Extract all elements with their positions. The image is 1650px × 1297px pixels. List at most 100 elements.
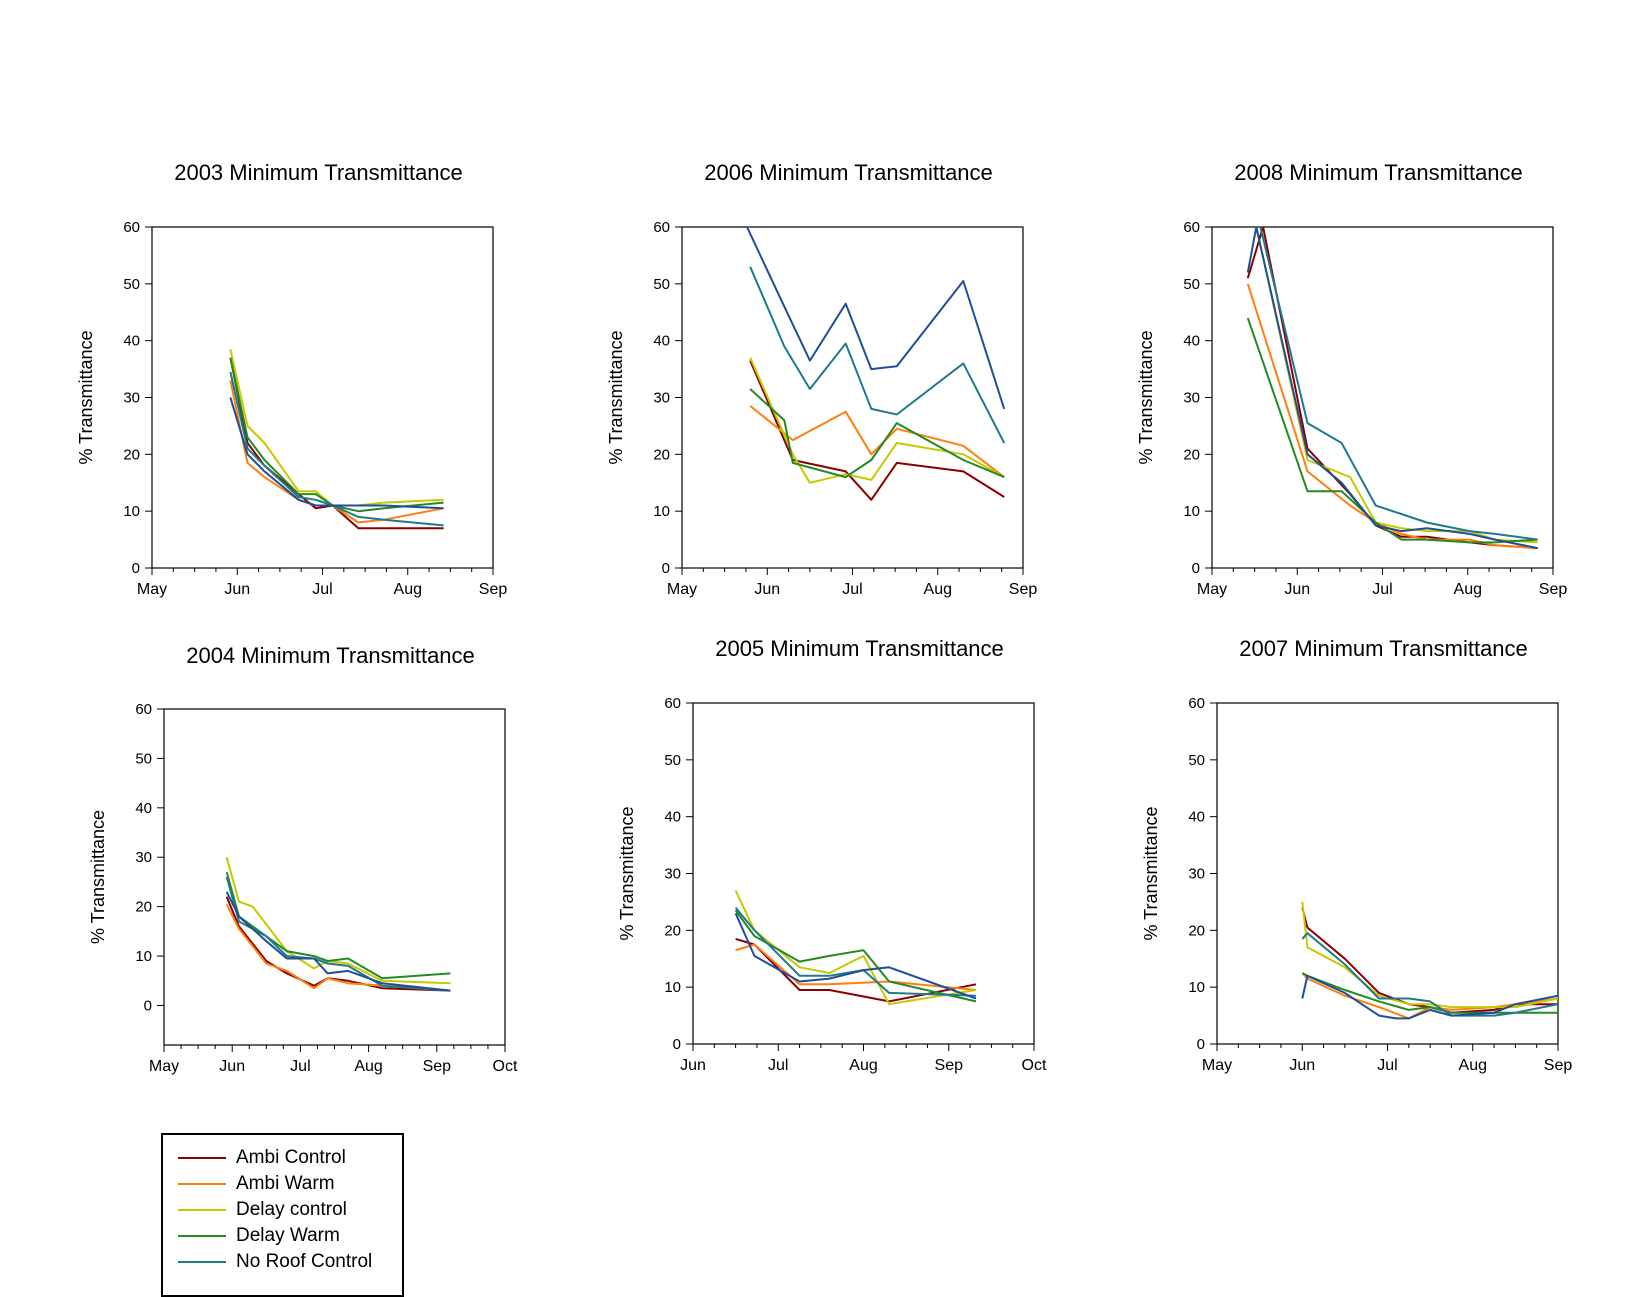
y-tick-label: 10 — [664, 979, 681, 996]
x-tick-label: Jun — [219, 1058, 245, 1075]
series-line-2 — [225, 903, 451, 992]
series-line-4 — [1301, 972, 1558, 1014]
x-tick-label: Sep — [1544, 1057, 1573, 1074]
legend-label: Delay control — [236, 1199, 347, 1220]
legend: Ambi Control Ambi Warm Delay control Del… — [161, 1133, 404, 1297]
series-line-6 — [225, 891, 451, 992]
y-tick-label: 10 — [653, 503, 670, 520]
y-tick-label: 30 — [123, 390, 140, 407]
series-line-5 — [1259, 227, 1538, 541]
legend-swatch — [178, 1261, 226, 1263]
series-line-2 — [749, 405, 1005, 478]
y-tick-label: 30 — [135, 849, 152, 866]
series-line-1 — [735, 937, 977, 1003]
y-tick-label: 60 — [664, 695, 681, 712]
legend-swatch — [178, 1209, 226, 1211]
series-line-2 — [735, 943, 977, 991]
y-tick-label: 40 — [1188, 809, 1205, 826]
legend-item-no-roof-control: No Roof Control — [178, 1249, 372, 1275]
x-tick-label: Aug — [354, 1058, 382, 1075]
series-line-5 — [734, 906, 977, 997]
chart-title: 2005 Minimum Transmittance — [715, 636, 1004, 661]
y-tick-label: 0 — [662, 560, 670, 577]
y-tick-label: 50 — [135, 750, 152, 767]
y-axis-label: % Transmittance — [88, 810, 108, 944]
legend-item-ambi-control: Ambi Control — [178, 1145, 346, 1171]
x-tick-label: Jul — [290, 1058, 310, 1075]
x-tick-label: May — [1197, 581, 1227, 598]
x-tick-label: Jun — [1284, 581, 1310, 598]
y-tick-label: 30 — [653, 390, 670, 407]
series-group — [229, 348, 444, 530]
series-group — [225, 856, 451, 992]
series-line-6 — [1246, 227, 1538, 550]
y-tick-label: 60 — [135, 701, 152, 718]
series-line-4 — [225, 871, 451, 980]
plot-frame — [692, 702, 1035, 1045]
legend-swatch — [178, 1235, 226, 1237]
y-tick-label: 50 — [664, 752, 681, 769]
y-tick-label: 10 — [1188, 979, 1205, 996]
legend-label: Ambi Control — [236, 1147, 346, 1168]
series-group — [1246, 227, 1538, 550]
legend-label: No Roof Control — [236, 1251, 373, 1272]
y-axis-label: % Transmittance — [76, 330, 96, 464]
y-tick-label: 40 — [664, 809, 681, 826]
legend-item-delay-warm: Delay Warm — [178, 1223, 340, 1249]
y-tick-label: 40 — [653, 333, 670, 350]
y-tick-label: 20 — [123, 446, 140, 463]
x-tick-label: May — [137, 581, 167, 598]
y-tick-label: 20 — [1188, 922, 1205, 939]
x-tick-label: Jul — [312, 581, 332, 598]
y-tick-label: 60 — [1188, 695, 1205, 712]
legend-swatch — [178, 1157, 226, 1159]
y-axis-label: % Transmittance — [617, 806, 637, 940]
chart-panel-5: 0 10 20 30 40 50 60 Jun Jul Aug Sep Oct % Transmitta… — [617, 695, 1047, 1074]
x-tick-label: Jun — [754, 581, 780, 598]
y-tick-label: 50 — [1188, 752, 1205, 769]
x-tick-label: Jun — [1289, 1057, 1315, 1074]
series-group — [1301, 901, 1558, 1020]
series-line-5 — [225, 876, 451, 992]
chart-title: 2007 Minimum Transmittance — [1239, 636, 1528, 661]
x-tick-label: May — [667, 581, 697, 598]
x-tick-label: Oct — [1022, 1057, 1047, 1074]
series-line-4 — [1246, 317, 1538, 544]
y-tick-label: 30 — [1188, 866, 1205, 883]
series-line-5 — [1301, 932, 1558, 1017]
chart-title: 2008 Minimum Transmittance — [1234, 160, 1523, 185]
legend-label: Delay Warm — [236, 1225, 340, 1246]
y-tick-label: 20 — [653, 446, 670, 463]
y-tick-label: 30 — [664, 866, 681, 883]
series-line-3 — [749, 357, 1005, 484]
x-tick-label: Aug — [1459, 1057, 1487, 1074]
chart-panel-4: 0 10 20 30 40 50 60 May Jun Jul Aug Sep Oct % Transmi… — [88, 701, 518, 1075]
plot-frame — [681, 226, 1024, 569]
series-line-5 — [229, 371, 444, 527]
y-tick-label: 50 — [123, 276, 140, 293]
y-tick-label: 40 — [123, 333, 140, 350]
series-line-3 — [229, 348, 444, 507]
series-line-4 — [749, 388, 1005, 479]
y-tick-label: 10 — [123, 503, 140, 520]
series-line-6 — [229, 397, 444, 510]
y-tick-label: 40 — [1183, 333, 1200, 350]
y-axis-label: % Transmittance — [606, 330, 626, 464]
legend-swatch — [178, 1183, 226, 1185]
x-tick-label: Sep — [1539, 581, 1568, 598]
series-line-5 — [749, 266, 1006, 444]
x-tick-label: Sep — [479, 581, 508, 598]
x-tick-label: Aug — [924, 581, 952, 598]
chart-title: 2006 Minimum Transmittance — [704, 160, 993, 185]
x-tick-label: Sep — [1009, 581, 1038, 598]
chart-title: 2003 Minimum Transmittance — [174, 160, 463, 185]
y-tick-label: 20 — [664, 922, 681, 939]
series-line-6 — [745, 227, 1006, 410]
y-tick-label: 0 — [144, 997, 152, 1014]
x-tick-label: Aug — [849, 1057, 877, 1074]
y-tick-label: 30 — [1183, 390, 1200, 407]
series-group — [734, 890, 977, 1006]
x-tick-label: Jul — [1372, 581, 1392, 598]
